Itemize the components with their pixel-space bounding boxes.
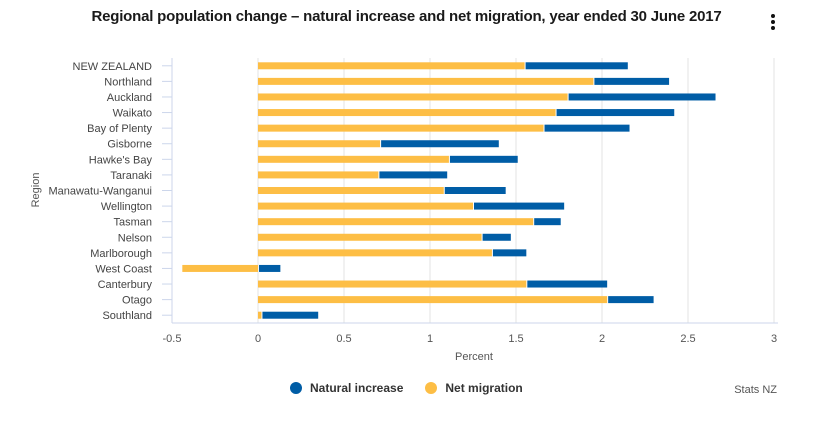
x-tick-label: 3: [771, 333, 777, 345]
bar-net-migration[interactable]: [258, 233, 482, 241]
legend-label: Net migration: [445, 381, 523, 395]
y-category-label: Gisborne: [107, 139, 152, 151]
bar-net-migration[interactable]: [258, 218, 534, 226]
y-category-label: Canterbury: [98, 279, 153, 291]
y-category-label: Southland: [102, 310, 152, 322]
y-category-label: Otago: [122, 295, 152, 307]
y-category-label: Tasman: [113, 217, 152, 229]
y-category-label: Northland: [104, 76, 152, 88]
x-tick-label: 2: [599, 333, 605, 345]
x-tick-label: 0.5: [336, 333, 351, 345]
x-tick-label: -0.5: [163, 333, 182, 345]
y-category-labels: NEW ZEALAND Northland Auckland Waikato Bay o…: [48, 61, 172, 322]
y-category-label: Taranaki: [110, 170, 152, 182]
x-tick-label: 1: [427, 333, 433, 345]
legend-item-net-migration[interactable]: Net migration: [425, 381, 523, 395]
bars: [182, 62, 716, 319]
bar-net-migration[interactable]: [258, 311, 262, 319]
bar-net-migration[interactable]: [258, 155, 449, 163]
chart-title: Regional population change – natural inc…: [91, 8, 722, 25]
bar-natural-increase[interactable]: [259, 264, 281, 272]
x-tick-label: 1.5: [508, 333, 523, 345]
y-category-label: Manawatu-Wanganui: [48, 186, 152, 198]
chart-menu-button[interactable]: [766, 12, 780, 34]
legend: Natural increase Net migration: [290, 381, 523, 395]
more-vertical-icon-dot: [771, 26, 775, 30]
y-category-label: Auckland: [107, 92, 152, 104]
bar-natural-increase[interactable]: [444, 187, 506, 194]
legend-item-natural-increase[interactable]: Natural increase: [290, 381, 403, 395]
more-vertical-icon-dot: [771, 20, 775, 24]
bar-natural-increase[interactable]: [482, 233, 511, 241]
bar-natural-increase[interactable]: [527, 280, 608, 288]
bar-natural-increase[interactable]: [381, 140, 499, 148]
bar-natural-increase[interactable]: [534, 218, 561, 226]
y-category-label: Bay of Plenty: [87, 123, 152, 135]
y-axis-title: Region: [30, 173, 42, 208]
x-axis-title: Percent: [455, 351, 493, 363]
bar-natural-increase[interactable]: [594, 77, 670, 85]
legend-marker-net-migration: [425, 382, 438, 394]
y-category-label: Nelson: [118, 232, 152, 244]
y-category-label: West Coast: [95, 263, 152, 275]
y-category-label: Marlborough: [90, 248, 152, 260]
bar-natural-increase[interactable]: [556, 109, 675, 117]
bar-natural-increase[interactable]: [544, 124, 630, 132]
legend-marker-natural-increase: [290, 382, 302, 394]
bar-net-migration[interactable]: [258, 140, 381, 148]
bar-natural-increase[interactable]: [449, 155, 518, 163]
bar-natural-increase[interactable]: [608, 296, 654, 304]
bar-net-migration[interactable]: [258, 187, 444, 194]
bar-net-migration[interactable]: [258, 109, 556, 117]
y-category-label: Waikato: [113, 108, 152, 120]
x-tick-label: 0: [255, 333, 261, 345]
bar-natural-increase[interactable]: [379, 171, 448, 179]
bar-natural-increase[interactable]: [525, 62, 628, 70]
bar-net-migration[interactable]: [258, 62, 525, 70]
bar-net-migration[interactable]: [258, 93, 568, 101]
x-tick-labels: -0.5 0 0.5 1 1.5 2 2.5 3: [163, 333, 778, 345]
y-category-label: Hawke's Bay: [89, 154, 153, 166]
bar-natural-increase[interactable]: [474, 202, 565, 210]
bar-natural-increase[interactable]: [262, 311, 319, 319]
y-category-label: NEW ZEALAND: [73, 61, 153, 73]
bar-net-migration[interactable]: [258, 249, 492, 257]
bar-net-migration[interactable]: [258, 77, 594, 85]
source-credit: Stats NZ: [734, 384, 777, 396]
bar-natural-increase[interactable]: [492, 249, 527, 257]
y-category-label: Wellington: [101, 201, 152, 213]
bar-net-migration[interactable]: [258, 202, 473, 210]
legend-label: Natural increase: [310, 381, 404, 395]
x-tick-label: 2.5: [680, 333, 695, 345]
bar-net-migration[interactable]: [258, 280, 527, 288]
bar-net-migration[interactable]: [182, 264, 258, 272]
bar-net-migration[interactable]: [258, 296, 608, 304]
more-vertical-icon: [771, 14, 775, 18]
bar-net-migration[interactable]: [258, 171, 379, 179]
bar-natural-increase[interactable]: [568, 93, 716, 101]
bar-net-migration[interactable]: [258, 124, 544, 132]
